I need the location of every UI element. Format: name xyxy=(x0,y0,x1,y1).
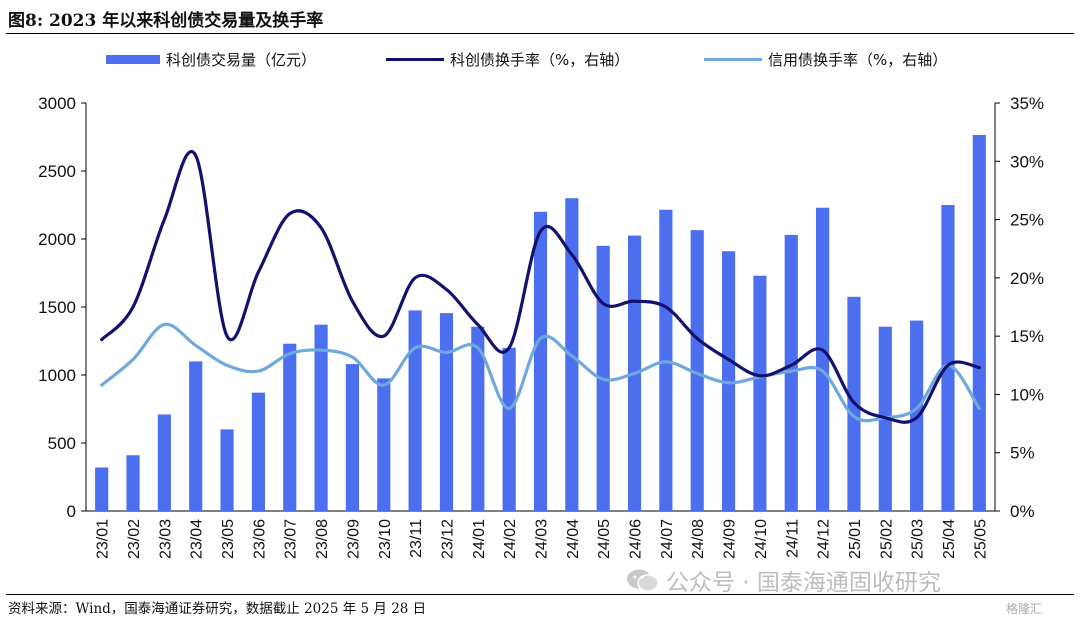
legend-item-volume: 科创债交易量（亿元） xyxy=(106,46,316,72)
right-axis-tick-label: 30% xyxy=(1010,152,1044,171)
bar-volume xyxy=(972,134,986,511)
x-axis-tick-label: 25/03 xyxy=(910,519,927,559)
x-axis-tick-label: 24/01 xyxy=(471,519,488,559)
legend-swatch-credit-turnover xyxy=(704,57,762,61)
x-axis-tick-label: 24/08 xyxy=(690,519,707,559)
x-axis-tick-label: 23/11 xyxy=(408,519,425,558)
left-axis-tick-label: 1500 xyxy=(38,298,76,317)
x-axis-tick-label: 23/04 xyxy=(189,519,206,559)
watermark: 公众号 · 国泰海通固收研究 xyxy=(626,563,941,597)
x-axis-tick-label: 24/11 xyxy=(784,519,801,558)
x-axis-tick-label: 24/04 xyxy=(565,519,582,559)
source-note: 资料来源：Wind，国泰海通证券研究，数据截止 2025 年 5 月 28 日 xyxy=(8,601,427,617)
bar-volume xyxy=(502,347,516,511)
x-axis-tick-label: 24/06 xyxy=(628,519,645,559)
right-axis-tick-label: 0% xyxy=(1010,502,1035,521)
x-axis-tick-label: 25/01 xyxy=(847,519,864,559)
bar-volume xyxy=(533,211,548,512)
x-axis-tick-label: 23/06 xyxy=(251,519,268,559)
legend-label-sci-turnover: 科创债换手率（%，右轴） xyxy=(450,50,630,69)
legend-label-volume: 科创债交易量（亿元） xyxy=(166,50,317,69)
bar-volume xyxy=(314,324,328,511)
right-axis-tick-label: 10% xyxy=(1010,385,1044,404)
x-axis-tick-label: 23/07 xyxy=(283,519,300,559)
bar-volume xyxy=(816,207,830,511)
bar-volume xyxy=(283,343,297,511)
bar-volume xyxy=(784,234,798,512)
line-credit-turnover xyxy=(100,322,981,423)
bar-volume xyxy=(157,414,171,511)
x-axis-tick-label: 23/12 xyxy=(439,519,456,559)
x-axis-tick-label: 24/02 xyxy=(502,519,519,559)
x-axis-tick-label: 25/02 xyxy=(878,519,895,559)
x-axis-tick-label: 24/10 xyxy=(753,519,770,559)
figure-title: 图8: 2023 年以来科创债交易量及换手率 xyxy=(8,11,324,31)
bar-volume xyxy=(439,313,454,511)
bar-volume xyxy=(220,429,234,511)
x-axis-tick-label: 25/04 xyxy=(941,519,958,559)
x-axis-tick-label: 24/09 xyxy=(722,519,739,559)
right-axis-tick-label: 15% xyxy=(1010,327,1044,346)
combo-chart: 0 500 1000 1500 2000 2500 3000 0% 5% 10% 15% 20% 25%… xyxy=(38,94,1044,559)
bar-volume xyxy=(377,378,391,511)
x-axis-tick-label: 23/03 xyxy=(157,519,174,559)
bar-volume xyxy=(345,364,360,511)
line-sci-turnover xyxy=(100,150,981,424)
legend-label-credit-turnover: 信用债换手率（%，右轴） xyxy=(768,50,948,69)
x-axis-tick-label: 24/12 xyxy=(816,519,833,559)
bar-volume xyxy=(95,467,109,511)
right-axis-tick-label: 20% xyxy=(1010,269,1044,288)
x-axis-tick-label: 23/02 xyxy=(126,519,143,559)
bar-volume xyxy=(126,455,140,511)
bar-volume xyxy=(941,205,955,511)
left-axis-tick-label: 0 xyxy=(67,502,76,521)
brand-logo: 格隆汇 xyxy=(1006,602,1043,616)
left-axis-tick-label: 2500 xyxy=(38,162,76,181)
left-axis-tick-label: 2000 xyxy=(38,230,76,249)
bar-volume xyxy=(471,326,485,511)
chart-legend: 科创债交易量（亿元） 科创债换手率（%，右轴） 信用债换手率（%，右轴） xyxy=(0,46,1080,72)
legend-swatch-volume xyxy=(106,54,160,64)
watermark-text: 公众号 · 国泰海通固收研究 xyxy=(666,570,941,596)
x-axis-tick-label: 23/01 xyxy=(95,519,112,559)
bar-volume xyxy=(251,392,265,511)
legend-swatch-sci-turnover xyxy=(386,57,444,61)
bar-volume xyxy=(690,230,704,511)
legend-item-credit-turnover: 信用债换手率（%，右轴） xyxy=(704,46,947,72)
right-axis-tick-label: 25% xyxy=(1010,211,1044,230)
footer-divider xyxy=(6,594,1074,595)
bar-volume xyxy=(721,251,736,512)
x-axis-tick-label: 25/05 xyxy=(972,519,989,559)
x-axis-tick-label: 24/05 xyxy=(596,519,613,559)
left-axis-tick-label: 3000 xyxy=(38,94,76,113)
left-axis-tick-label: 1000 xyxy=(38,366,76,385)
title-divider xyxy=(6,33,1074,34)
x-axis-tick-label: 23/10 xyxy=(377,519,394,559)
wechat-icon xyxy=(627,569,659,592)
bar-volume xyxy=(753,275,767,511)
x-axis-tick-label: 23/09 xyxy=(345,519,362,559)
x-axis-tick-label: 24/03 xyxy=(534,519,551,559)
right-axis-tick-label: 5% xyxy=(1010,444,1035,463)
bar-volume xyxy=(408,310,422,511)
left-axis-tick-label: 500 xyxy=(48,434,76,453)
x-axis-tick-label: 23/05 xyxy=(220,519,237,559)
x-axis-tick-label: 23/08 xyxy=(314,519,331,559)
x-axis-tick-label: 24/07 xyxy=(659,519,676,559)
legend-item-sci-turnover: 科创债换手率（%，右轴） xyxy=(386,46,629,72)
bar-volume xyxy=(189,361,203,511)
right-axis-tick-label: 35% xyxy=(1010,94,1044,113)
